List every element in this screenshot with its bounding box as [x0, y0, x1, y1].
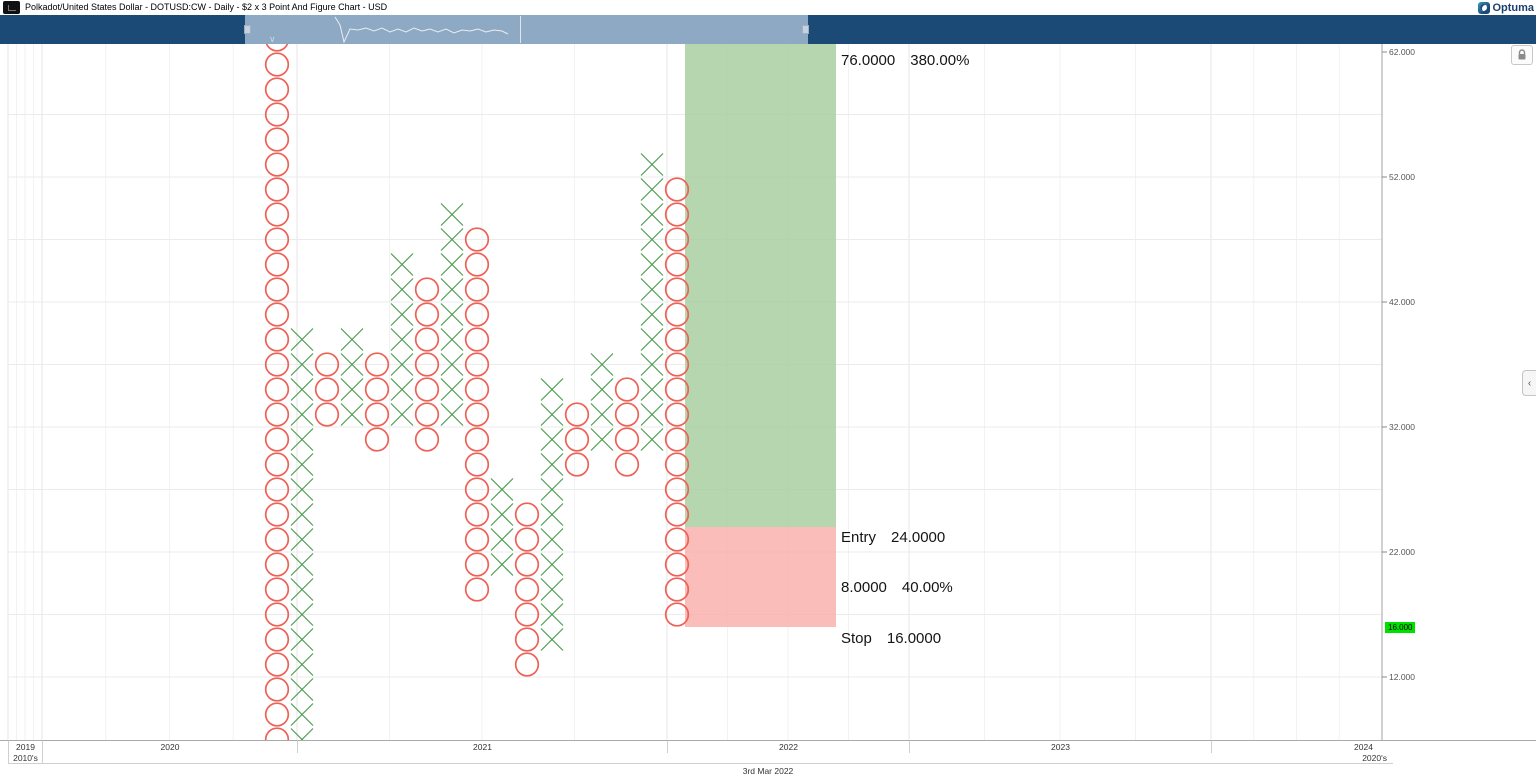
lock-button[interactable]: [1511, 45, 1533, 65]
year-cell-2024: 2024: [1211, 740, 1515, 753]
year-cell-2019: 2019: [8, 740, 42, 753]
title-bar: Polkadot/United States Dollar - DOTUSD:C…: [0, 0, 1536, 15]
stop-price-label: 16.0000: [886, 630, 942, 647]
navigator-right-handle[interactable]: [802, 25, 809, 34]
year-cell-2022: 2022: [667, 740, 909, 753]
price-axis-tick-label: 12.000: [1389, 672, 1415, 682]
navigator-position-marker[interactable]: [520, 16, 521, 43]
risk-amount-label: 8.0000: [841, 579, 887, 596]
entry-price-label: 24.0000: [891, 529, 946, 546]
price-axis-tick-label: 62.000: [1389, 47, 1415, 57]
optuma-logo: Optuma: [1478, 0, 1534, 15]
navigator-left-handle[interactable]: [244, 25, 251, 34]
optuma-logo-icon: [1478, 1, 1491, 14]
optuma-logo-text: Optuma: [1492, 1, 1534, 14]
price-axis-tick-label: 52.000: [1389, 172, 1415, 182]
price-axis-tick-label: 32.000: [1389, 422, 1415, 432]
chevron-left-icon: ‹: [1527, 377, 1532, 389]
price-axis-tick-label: 22.000: [1389, 547, 1415, 557]
entry-label: Entry: [841, 529, 877, 546]
stop-label-row: Stop 16.0000: [841, 630, 941, 647]
chevron-down-icon: ∨: [269, 34, 276, 44]
navigator-window[interactable]: [244, 15, 809, 44]
app-icon[interactable]: [3, 1, 20, 14]
decade-cell: 2010's: [8, 753, 42, 764]
risk-label-row: 8.0000 40.00%: [841, 579, 953, 596]
entry-label-row: Entry 24.0000: [841, 529, 945, 546]
year-cell-2023: 2023: [909, 740, 1211, 753]
target-percent-label: 380.00%: [910, 52, 970, 69]
stop-price-badge: 16.000: [1385, 622, 1416, 633]
year-cell-2021: 2021: [297, 740, 667, 753]
navigator-sparkline: [334, 16, 509, 44]
risk-percent-label: 40.00%: [901, 579, 953, 596]
chart-title: Polkadot/United States Dollar - DOTUSD:C…: [25, 2, 388, 12]
target-price-label: 76.0000: [841, 52, 896, 69]
stop-label: Stop: [841, 630, 872, 647]
collapse-panel-button[interactable]: ‹: [1522, 370, 1536, 396]
target-label-row: 76.0000 380.00%: [841, 52, 969, 69]
year-cell-2020: 2020: [42, 740, 297, 753]
timeline-navigator[interactable]: ∨: [0, 15, 1536, 44]
price-axis-tick-label: 42.000: [1389, 297, 1415, 307]
decade-cell: 2020's: [42, 753, 1393, 764]
lock-icon: [1518, 49, 1526, 60]
selected-date-label: 3rd Mar 2022: [742, 766, 794, 776]
